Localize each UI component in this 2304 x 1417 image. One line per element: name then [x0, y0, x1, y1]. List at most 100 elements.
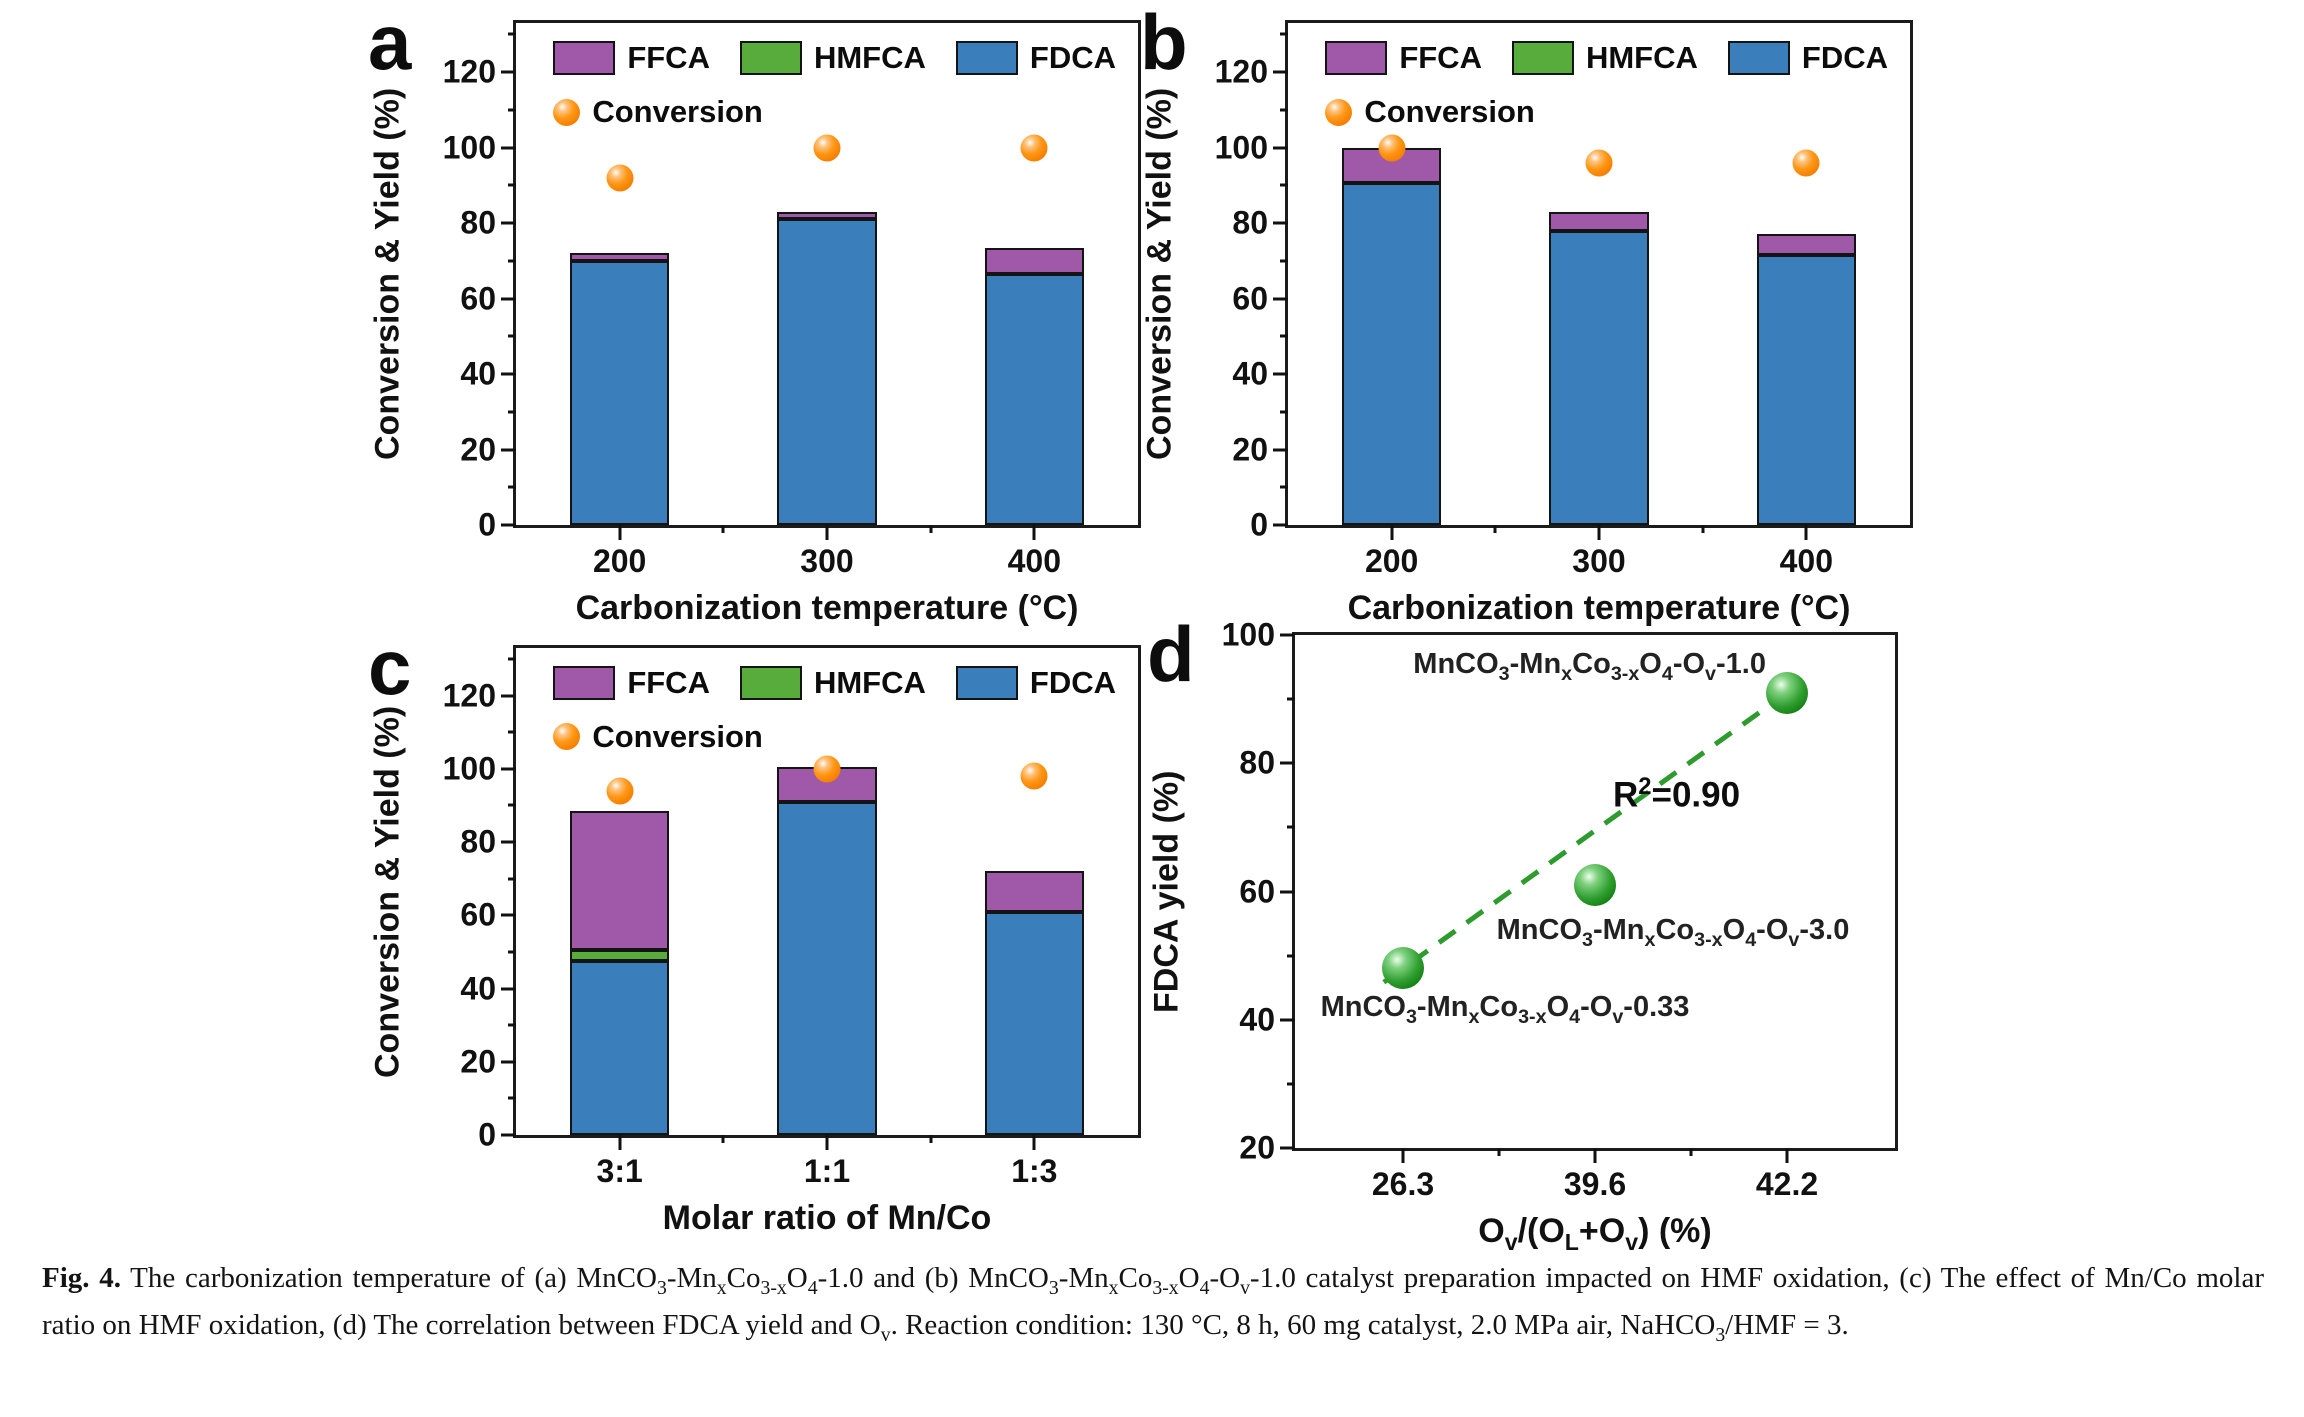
y-tick-label: 80: [1232, 204, 1268, 241]
x-tick: [825, 1135, 829, 1150]
plot-area: [1288, 23, 1910, 525]
panel-a-letter: a: [368, 0, 412, 86]
y-tick-label: 20: [460, 431, 496, 467]
y-tick: [1273, 297, 1288, 301]
y-tick-minor: [1287, 825, 1295, 829]
y-axis-title: Conversion & Yield (%): [368, 705, 407, 1078]
y-tick: [1280, 1018, 1295, 1022]
y-tick-minor: [1280, 410, 1288, 414]
y-tick: [501, 297, 516, 301]
y-tick-label: 0: [1250, 506, 1268, 543]
y-tick-label: 60: [460, 896, 496, 933]
caption-text: The carbonization temperature of (a) MnC…: [42, 1262, 2265, 1347]
x-tick-label: 300: [800, 543, 854, 579]
conversion-marker-icon: [553, 723, 581, 751]
x-tick-label: 200: [592, 543, 647, 579]
trend-line: [1382, 690, 1789, 985]
x-tick-label: 1:3: [1011, 1153, 1058, 1189]
x-tick: [1804, 525, 1808, 540]
legend-item-conversion: Conversion: [553, 719, 763, 755]
x-tick: [1597, 525, 1601, 540]
x-axis-title: Ov/(OL+Ov) (%): [1478, 1212, 1712, 1255]
y-tick-minor: [508, 108, 516, 112]
y-tick-minor: [508, 730, 516, 734]
y-tick-minor: [508, 32, 516, 36]
conversion-marker: [1020, 762, 1048, 790]
point-label: MnCO3-MnxCo3-xO4-Ov-1.0: [1413, 648, 1766, 685]
y-tick-label: 120: [1214, 53, 1268, 90]
r2-annotation: R2=0.90: [1613, 772, 1741, 815]
legend-label: HMFCA: [813, 664, 926, 700]
y-tick: [501, 694, 516, 698]
scatter-point: [1766, 671, 1808, 714]
plot-area: [516, 23, 1138, 525]
x-tick: [825, 525, 829, 540]
bar-segment-fdca: [984, 911, 1085, 1135]
y-tick-label: 60: [460, 280, 496, 317]
y-tick: [501, 987, 516, 991]
x-tick-label: 400: [1779, 543, 1834, 579]
y-tick-minor: [1287, 954, 1295, 958]
y-tick-minor: [1280, 334, 1288, 338]
y-tick-minor: [508, 485, 516, 489]
legend-swatch-hmfca: [739, 665, 802, 700]
y-tick: [501, 913, 516, 917]
plot-area: MnCO3-MnxCo3-xO4-Ov-0.33 MnCO3-MnxCo3-xO4…: [1295, 635, 1895, 1148]
x-tick: [1390, 525, 1394, 540]
y-tick-minor: [508, 803, 516, 807]
bar-segment-fdca: [1341, 183, 1442, 525]
legend-item-ffca: FFCA: [553, 40, 710, 76]
y-tick: [501, 767, 516, 771]
y-tick-label: 60: [1239, 873, 1275, 909]
x-tick-minor: [929, 1135, 933, 1143]
legend-label: FDCA: [1029, 40, 1116, 76]
x-tick-minor: [929, 525, 933, 533]
conversion-marker: [1792, 149, 1820, 177]
panel-b-letter: b: [1140, 0, 1188, 86]
legend-label: FDCA: [1801, 40, 1888, 76]
y-tick-label: 40: [460, 355, 496, 392]
x-tick: [1032, 1135, 1036, 1150]
legend-label: Conversion: [592, 718, 763, 754]
y-axis-title: FDCA yield (%): [1147, 770, 1186, 1013]
y-tick: [501, 70, 516, 74]
legend-swatch-ffca: [1325, 41, 1388, 76]
bar-segment-ffca: [569, 810, 670, 951]
panel-c: c 0 20 40 60 80 100 120 Conversion & Yield (%) M…: [368, 628, 1141, 1237]
y-tick: [501, 221, 516, 225]
bar-segment-ffca: [984, 247, 1085, 274]
y-tick-minor: [1280, 32, 1288, 36]
legend-row: Conversion: [553, 717, 1116, 757]
legend-swatch-hmfca: [739, 41, 802, 76]
y-tick-label: 100: [442, 129, 496, 166]
x-tick-minor: [1493, 525, 1497, 533]
legend-row: FFCA HMFCA FDCA: [553, 663, 1116, 703]
y-tick-minor: [508, 259, 516, 263]
legend-item-hmfca: HMFCA: [1511, 40, 1698, 76]
y-tick: [501, 448, 516, 451]
y-tick: [1280, 890, 1295, 893]
x-axis-title: Carbonization temperature (°C): [1347, 589, 1851, 627]
bar-segment-fdca: [1756, 255, 1857, 525]
legend-label: FFCA: [1399, 40, 1482, 76]
legend: FFCA HMFCA FDCA Conversion: [553, 38, 1116, 146]
conversion-marker: [813, 134, 841, 162]
conversion-marker: [813, 755, 841, 783]
y-tick: [501, 1060, 516, 1064]
legend-label: Conversion: [1364, 94, 1535, 130]
y-axis-title: Conversion & Yield (%): [368, 87, 407, 461]
y-tick-label: 20: [1232, 431, 1268, 467]
bar-segment-fdca: [569, 260, 670, 525]
panel-a: a 0 20 40 60 80 100 120 Conversion & Yield (%) C…: [368, 3, 1141, 627]
bar-segment-ffca: [777, 211, 877, 220]
y-tick: [1273, 70, 1288, 74]
y-tick: [1280, 1146, 1295, 1150]
y-tick-minor: [508, 877, 516, 881]
legend-item-conversion: Conversion: [1325, 94, 1535, 130]
x-axis-title: Molar ratio of Mn/Co: [662, 1199, 992, 1237]
panel-d-letter: d: [1147, 610, 1195, 698]
y-tick-label: 100: [442, 750, 496, 787]
y-tick: [1273, 146, 1288, 150]
legend-label: Conversion: [592, 94, 763, 130]
y-tick-minor: [1280, 108, 1288, 112]
